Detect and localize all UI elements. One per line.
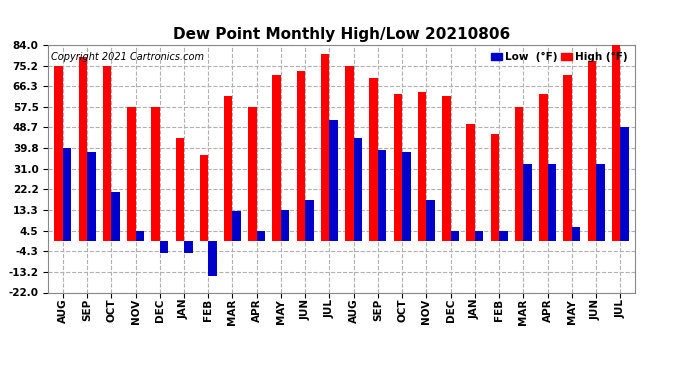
Bar: [329, 120, 338, 241]
Bar: [281, 210, 289, 241]
Bar: [248, 107, 257, 241]
Bar: [442, 96, 451, 241]
Bar: [63, 148, 71, 241]
Bar: [273, 75, 281, 241]
Bar: [426, 200, 435, 241]
Bar: [297, 70, 305, 241]
Bar: [111, 192, 120, 241]
Bar: [208, 241, 217, 276]
Bar: [612, 45, 620, 241]
Bar: [499, 231, 508, 241]
Bar: [369, 78, 378, 241]
Bar: [305, 200, 314, 241]
Bar: [620, 127, 629, 241]
Legend: Low  (°F), High (°F): Low (°F), High (°F): [489, 50, 629, 64]
Bar: [233, 211, 241, 241]
Bar: [563, 75, 572, 241]
Bar: [588, 62, 596, 241]
Bar: [55, 66, 63, 241]
Bar: [539, 94, 548, 241]
Bar: [466, 124, 475, 241]
Bar: [378, 150, 386, 241]
Bar: [548, 164, 556, 241]
Bar: [79, 57, 87, 241]
Bar: [515, 107, 523, 241]
Title: Dew Point Monthly High/Low 20210806: Dew Point Monthly High/Low 20210806: [173, 27, 510, 42]
Bar: [523, 164, 532, 241]
Bar: [200, 155, 208, 241]
Bar: [184, 241, 193, 253]
Bar: [151, 107, 160, 241]
Bar: [224, 96, 233, 241]
Bar: [135, 231, 144, 241]
Bar: [127, 107, 135, 241]
Bar: [596, 164, 604, 241]
Bar: [160, 241, 168, 253]
Bar: [418, 92, 426, 241]
Bar: [402, 152, 411, 241]
Bar: [354, 138, 362, 241]
Bar: [345, 66, 354, 241]
Bar: [175, 138, 184, 241]
Bar: [491, 134, 499, 241]
Bar: [475, 231, 483, 241]
Bar: [87, 152, 95, 241]
Bar: [451, 231, 459, 241]
Bar: [394, 94, 402, 241]
Bar: [321, 54, 329, 241]
Text: Copyright 2021 Cartronics.com: Copyright 2021 Cartronics.com: [51, 53, 204, 62]
Bar: [103, 66, 111, 241]
Bar: [572, 227, 580, 241]
Bar: [257, 231, 265, 241]
